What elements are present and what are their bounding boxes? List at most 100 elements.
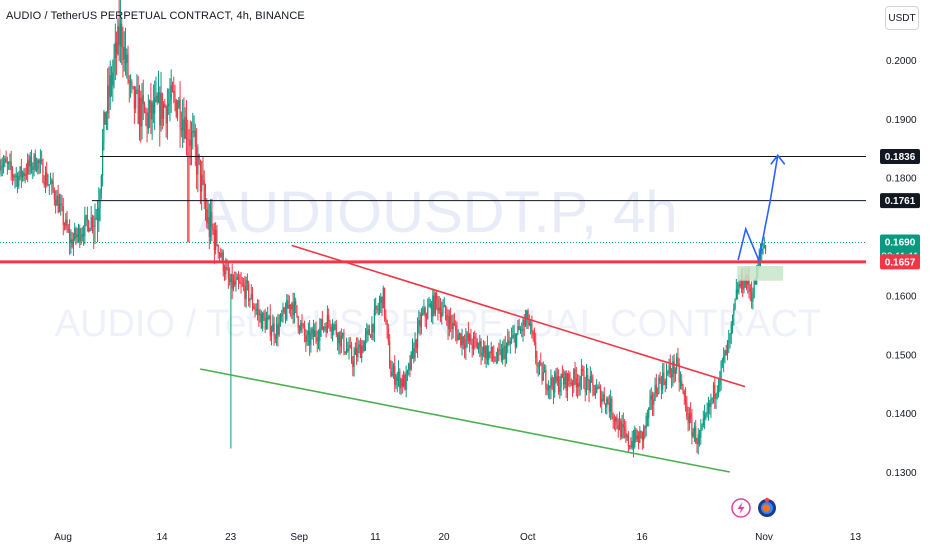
candle	[645, 412, 647, 437]
candle	[622, 412, 624, 439]
candle	[635, 427, 637, 443]
candle	[764, 244, 767, 254]
candle	[547, 380, 549, 399]
candle	[479, 334, 481, 358]
candle	[517, 319, 519, 336]
candle	[723, 347, 725, 373]
candle	[300, 319, 302, 334]
candle	[288, 295, 290, 314]
candle	[220, 247, 222, 259]
candle	[565, 369, 567, 399]
candle	[138, 84, 141, 141]
candle	[199, 159, 202, 205]
candle	[123, 31, 125, 72]
candle	[281, 309, 283, 322]
candle	[114, 23, 116, 80]
candle	[683, 389, 685, 405]
candle	[246, 273, 249, 291]
candle	[359, 337, 362, 359]
time-axis[interactable]: Aug 14 23 Sep 11 20 Oct 16 Nov 13	[54, 532, 861, 543]
candle	[415, 338, 417, 354]
candle	[70, 229, 72, 254]
candle	[662, 362, 664, 394]
candle	[85, 214, 87, 227]
candle	[81, 226, 83, 242]
candle	[418, 310, 420, 334]
candle	[185, 100, 188, 156]
candle	[357, 337, 359, 362]
news-globe-icon[interactable]	[758, 497, 776, 517]
candle	[69, 219, 71, 255]
candle	[693, 422, 696, 443]
candle	[62, 197, 64, 236]
candle	[86, 206, 88, 232]
candle	[32, 162, 34, 179]
candle	[446, 306, 448, 327]
candle	[279, 312, 282, 327]
candle	[349, 337, 351, 349]
candle	[536, 350, 538, 374]
time-tick: Aug	[54, 532, 72, 543]
candle	[249, 298, 251, 308]
candle	[155, 76, 157, 103]
candle	[397, 360, 400, 387]
candle	[368, 324, 370, 336]
candle	[522, 317, 524, 342]
candle	[710, 393, 712, 418]
candle	[305, 328, 307, 352]
candle	[378, 295, 381, 315]
candle	[110, 66, 113, 97]
channel-lower-line[interactable]	[200, 368, 730, 473]
candle	[625, 420, 627, 443]
time-tick: 16	[637, 532, 649, 543]
candle	[672, 355, 674, 387]
candle	[471, 338, 473, 358]
candle	[218, 252, 221, 261]
candle	[169, 78, 171, 122]
target-box[interactable]	[737, 266, 784, 281]
candle	[207, 199, 209, 230]
candle	[348, 337, 350, 360]
candle	[583, 366, 585, 390]
candle	[688, 407, 690, 431]
lightning-icon[interactable]	[731, 498, 751, 518]
candle	[753, 279, 755, 299]
projection-path[interactable]	[737, 155, 779, 263]
candle	[235, 271, 237, 292]
candle	[301, 314, 303, 333]
candle	[42, 158, 44, 184]
candle	[698, 429, 701, 447]
candle	[659, 371, 661, 384]
candle	[607, 396, 609, 405]
candle	[112, 59, 114, 102]
candle	[476, 338, 478, 350]
time-tick: 13	[850, 532, 862, 543]
candle	[1, 157, 3, 177]
candle	[9, 153, 11, 171]
candle	[230, 273, 232, 449]
candle	[438, 296, 440, 314]
candle	[103, 110, 105, 151]
candle	[209, 199, 212, 244]
price-axis[interactable]	[866, 0, 932, 550]
candle	[265, 311, 268, 330]
candle	[363, 340, 365, 352]
candle	[361, 340, 363, 363]
candle	[165, 104, 167, 138]
candle	[256, 299, 259, 321]
candle	[5, 150, 7, 163]
candle	[162, 100, 165, 127]
channel-upper-line[interactable]	[291, 244, 746, 388]
candle	[377, 302, 379, 316]
candle	[108, 66, 110, 119]
candle	[427, 298, 429, 320]
candle	[105, 111, 108, 130]
candle	[259, 309, 261, 323]
candle	[208, 203, 210, 250]
candle	[99, 188, 101, 222]
currency-button[interactable]: USDT	[885, 6, 919, 30]
candle	[362, 339, 364, 354]
candle	[350, 341, 353, 364]
candle	[198, 153, 200, 166]
candle	[44, 166, 47, 193]
